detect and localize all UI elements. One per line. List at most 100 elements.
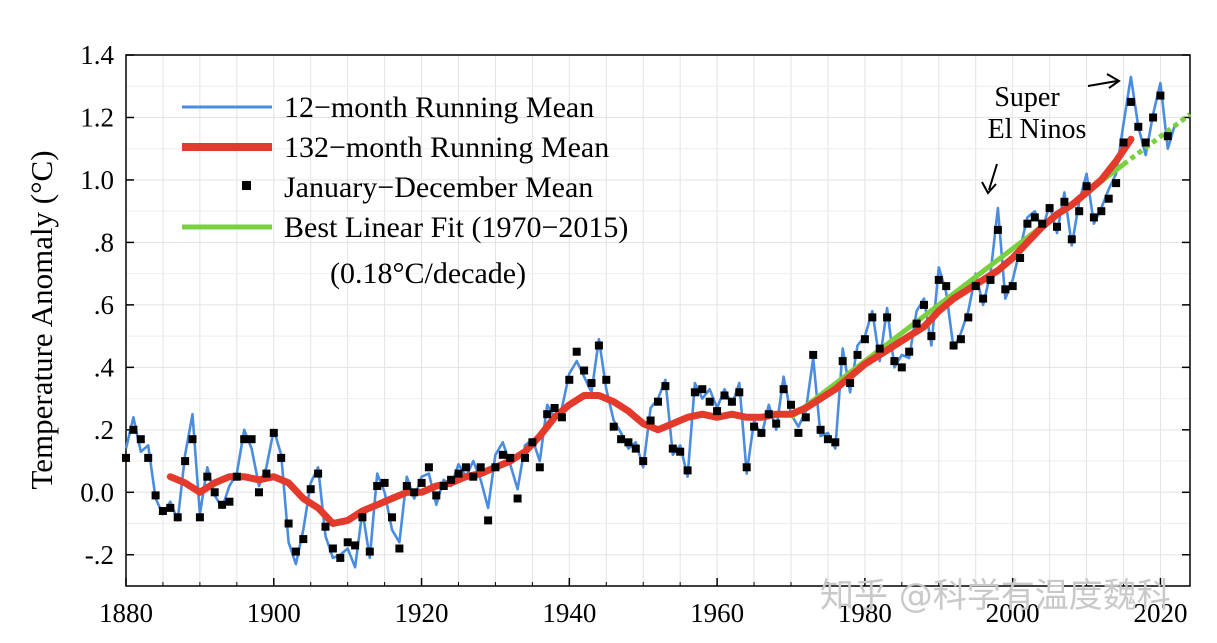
annual-mean-point [720, 391, 729, 400]
line-132-month-running-mean [166, 135, 1135, 527]
annual-mean-point [1030, 213, 1039, 222]
annual-mean-point [1112, 179, 1121, 188]
y-tick-label: 1.4 [80, 40, 114, 70]
annual-mean-point [823, 435, 832, 444]
annual-mean-point [727, 397, 736, 406]
annual-mean-point [1038, 219, 1047, 228]
annual-mean-point [173, 513, 182, 522]
annual-mean-point [210, 488, 219, 497]
annual-mean-point [269, 428, 278, 437]
annual-mean-point [1001, 285, 1010, 294]
annual-mean-point [942, 282, 951, 291]
annual-mean-point [136, 435, 145, 444]
annual-mean-point [905, 347, 914, 356]
annual-mean-point [565, 375, 574, 384]
annual-mean-point [979, 294, 988, 303]
annual-mean-point [809, 350, 818, 359]
annual-mean-point [454, 469, 463, 478]
legend-note-trend-rate: (0.18°C/decade) [330, 257, 526, 290]
annual-mean-point [203, 472, 212, 481]
annual-mean-point [314, 469, 323, 478]
legend: 12−month Running Mean 132−month Running … [182, 91, 628, 290]
annotation-arrow-1998 [988, 163, 998, 191]
annotation-line-1: Super [994, 82, 1060, 113]
legend-label-132-month: 132−month Running Mean [284, 131, 609, 164]
annual-mean-point [218, 500, 227, 509]
annual-mean-point [646, 416, 655, 425]
annual-mean-point [683, 466, 692, 475]
annual-mean-point [550, 404, 559, 412]
annual-mean-point [240, 435, 249, 444]
annual-mean-point [890, 357, 899, 366]
annual-mean-point [868, 313, 877, 322]
y-tick-label: 1.0 [80, 165, 114, 195]
annual-mean-point [1060, 197, 1069, 206]
legend-label-linear-fit: Best Linear Fit (1970−2015) [284, 211, 628, 244]
annual-mean-point [705, 397, 714, 406]
annual-mean-point [1104, 194, 1113, 203]
annual-mean-point [617, 435, 626, 444]
annual-mean-point [631, 444, 640, 453]
annual-mean-point [698, 385, 707, 394]
y-tick-label: .2 [94, 415, 114, 445]
annual-mean-point [343, 538, 352, 547]
annual-mean-point [883, 313, 892, 322]
annual-mean-point [750, 422, 759, 431]
annual-mean-point [469, 472, 478, 481]
annotation-line-2: El Ninos [988, 114, 1087, 145]
annual-mean-point [484, 516, 493, 525]
annual-mean-point [690, 388, 699, 397]
annual-mean-point [912, 319, 921, 328]
annual-mean-point [144, 453, 153, 462]
annual-mean-point [247, 435, 256, 444]
annual-mean-point [668, 444, 677, 453]
plot-frame [125, 54, 1191, 587]
watermark: 知乎 @科学有温度魏科 [820, 576, 1171, 616]
annual-mean-point [735, 388, 744, 397]
annual-mean-point [410, 488, 419, 497]
annual-mean-point [794, 428, 803, 437]
annual-mean-point [232, 472, 241, 481]
annual-mean-point [424, 463, 433, 472]
legend-swatch-annual-mean [242, 181, 251, 190]
annual-mean-point [358, 513, 367, 522]
annual-mean-point [513, 494, 522, 503]
x-tick-label: 1900 [247, 598, 301, 628]
annual-mean-point [860, 335, 869, 344]
legend-label-12-month: 12−month Running Mean [284, 91, 594, 124]
annual-mean-point [225, 497, 234, 506]
annual-mean-point [151, 491, 160, 500]
annual-mean-point [742, 463, 751, 472]
y-tick-label: .4 [94, 352, 115, 382]
annual-mean-point [1053, 222, 1061, 231]
annual-mean-point [491, 463, 500, 472]
annual-mean-point [639, 457, 648, 466]
annual-mean-point [380, 478, 389, 487]
y-tick-label: -.2 [85, 540, 114, 570]
x-tick-label: 1920 [395, 598, 449, 628]
annual-mean-point [580, 366, 589, 375]
annual-mean-point [557, 413, 566, 422]
annual-mean-point [1008, 282, 1017, 291]
annual-mean-point [402, 482, 411, 490]
annual-mean-point [1163, 132, 1172, 141]
annotation-arrowhead-2016 [1106, 73, 1121, 89]
annual-mean-point [321, 522, 330, 531]
annual-mean-point [439, 482, 448, 490]
annual-mean-point [328, 544, 337, 553]
annual-mean-point [920, 300, 928, 309]
x-tick-label: 1880 [99, 598, 153, 628]
y-tick-label: .6 [94, 290, 114, 320]
annual-mean-point [956, 335, 965, 344]
annual-mean-point [1097, 207, 1106, 216]
annual-mean-point [521, 453, 529, 462]
super-el-ninos-annotation: Super El Ninos [981, 73, 1121, 195]
legend-label-annual-mean: January−December Mean [284, 171, 593, 204]
annual-mean-point [1156, 91, 1165, 100]
annual-mean-point [831, 438, 840, 447]
annotation-arrowhead-1998 [981, 181, 997, 195]
x-tick-label: 1960 [690, 598, 744, 628]
annual-mean-point [122, 453, 130, 462]
annual-mean-point [1023, 219, 1032, 228]
